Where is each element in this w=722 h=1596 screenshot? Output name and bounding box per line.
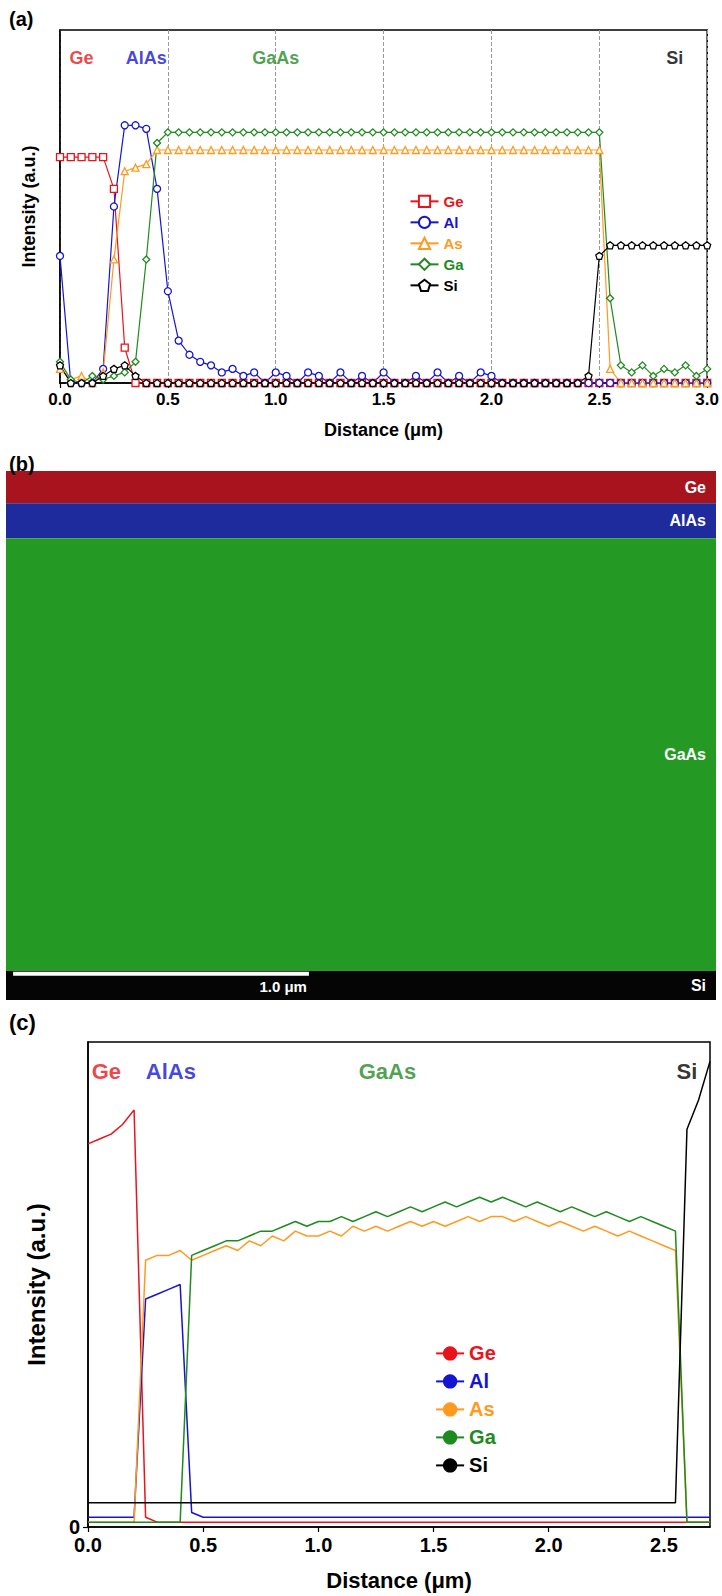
svg-text:2.0: 2.0 [480, 390, 504, 409]
svg-text:AlAs: AlAs [670, 512, 707, 529]
svg-text:(a): (a) [9, 8, 33, 30]
svg-text:3.0: 3.0 [695, 390, 719, 409]
svg-text:GaAs: GaAs [664, 746, 706, 763]
svg-text:Ga: Ga [444, 256, 465, 273]
svg-text:2.5: 2.5 [587, 390, 611, 409]
svg-text:As: As [444, 235, 463, 252]
svg-text:0: 0 [68, 1516, 80, 1538]
svg-text:Ge: Ge [444, 193, 464, 210]
svg-text:Al: Al [444, 214, 459, 231]
svg-text:AlAs: AlAs [146, 1059, 196, 1084]
svg-text:Ga: Ga [469, 1426, 497, 1448]
svg-text:0.0: 0.0 [74, 1534, 102, 1556]
svg-text:0.5: 0.5 [156, 390, 180, 409]
svg-text:1.5: 1.5 [420, 1534, 448, 1556]
svg-text:Si: Si [677, 1059, 698, 1084]
svg-text:Distance (μm): Distance (μm) [324, 420, 443, 440]
svg-text:Ge: Ge [92, 1059, 121, 1084]
svg-text:1.0: 1.0 [264, 390, 288, 409]
svg-text:1.5: 1.5 [372, 390, 396, 409]
svg-text:Si: Si [469, 1454, 488, 1476]
svg-text:Si: Si [666, 48, 683, 68]
svg-text:GaAs: GaAs [359, 1059, 416, 1084]
svg-text:2.5: 2.5 [650, 1534, 678, 1556]
svg-text:2.0: 2.0 [535, 1534, 563, 1556]
svg-text:GaAs: GaAs [252, 48, 299, 68]
svg-text:(c): (c) [9, 1010, 36, 1035]
svg-text:AlAs: AlAs [126, 48, 167, 68]
svg-text:Al: Al [469, 1370, 489, 1392]
svg-text:Si: Si [444, 277, 458, 294]
svg-text:As: As [469, 1398, 495, 1420]
svg-text:Ge: Ge [70, 48, 94, 68]
svg-text:Intensity (a.u.): Intensity (a.u.) [19, 145, 39, 267]
svg-text:Ge: Ge [469, 1342, 496, 1364]
svg-text:0.5: 0.5 [189, 1534, 217, 1556]
svg-text:Intensity (a.u.): Intensity (a.u.) [23, 1203, 50, 1366]
svg-text:1.0 μm: 1.0 μm [259, 978, 307, 995]
svg-text:(b): (b) [9, 453, 35, 475]
svg-text:1.0: 1.0 [304, 1534, 332, 1556]
svg-text:Ge: Ge [685, 479, 706, 496]
svg-text:Si: Si [691, 977, 706, 994]
svg-text:Distance (μm): Distance (μm) [326, 1568, 472, 1593]
svg-text:0.0: 0.0 [48, 390, 72, 409]
